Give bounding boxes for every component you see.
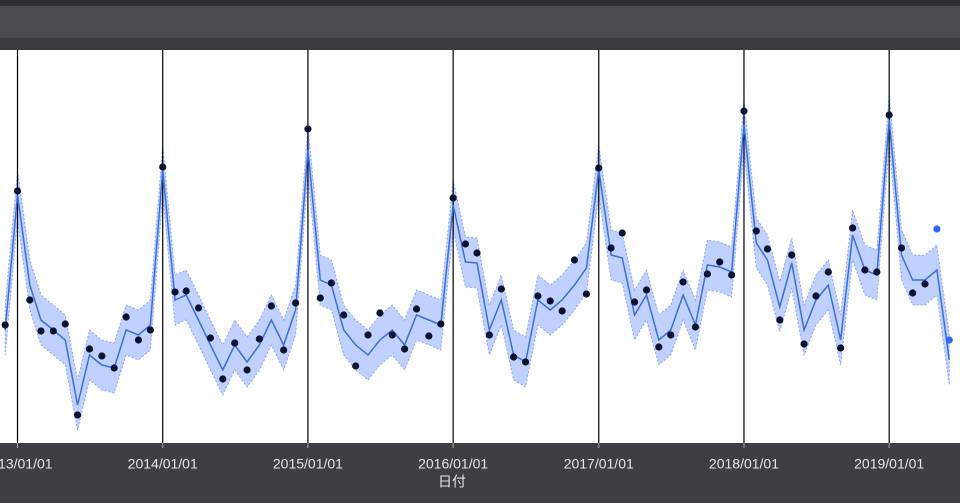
data-point (219, 375, 227, 383)
data-point (255, 335, 263, 343)
data-point (425, 332, 433, 340)
x-tick-label: 2016/01/01 (418, 456, 488, 472)
data-point (752, 227, 760, 235)
data-point (376, 309, 384, 317)
data-point (159, 163, 167, 171)
data-point (122, 313, 130, 321)
data-point (73, 411, 82, 419)
data-point (546, 297, 554, 305)
data-point (85, 345, 94, 353)
x-axis-area (0, 443, 960, 503)
data-point (49, 327, 57, 335)
data-point (316, 294, 324, 302)
data-point (921, 280, 929, 288)
data-point (740, 107, 748, 115)
data-point (558, 307, 566, 315)
data-point (388, 331, 396, 339)
data-point (304, 125, 312, 133)
data-point (291, 299, 300, 307)
data-point (716, 258, 724, 266)
data-point (401, 345, 409, 353)
data-point (37, 327, 45, 335)
data-point (679, 278, 687, 286)
data-point (607, 244, 615, 252)
data-point (231, 339, 239, 347)
data-point (412, 305, 421, 313)
data-point (461, 240, 470, 248)
data-point (848, 224, 857, 232)
data-point (800, 340, 808, 348)
data-point (146, 326, 154, 334)
data-point (897, 244, 906, 252)
data-point (945, 336, 953, 344)
data-point (1, 321, 9, 329)
x-tick-label: 2019/01/01 (854, 456, 924, 472)
data-point (61, 320, 69, 328)
x-tick-label: 2017/01/01 (564, 456, 634, 472)
data-point (110, 364, 118, 372)
data-point (776, 316, 784, 324)
data-point (837, 344, 845, 352)
x-tick-label: 2014/01/01 (128, 456, 198, 472)
toolbar-border (0, 38, 960, 50)
toolbar (0, 6, 960, 38)
data-point (667, 331, 675, 339)
data-point (26, 296, 34, 304)
data-point (182, 287, 190, 295)
data-point (206, 334, 215, 342)
data-point (497, 285, 505, 293)
data-point (194, 304, 203, 312)
data-point (861, 266, 869, 274)
data-point (873, 268, 881, 276)
x-tick-label: 2018/01/01 (709, 456, 779, 472)
data-point (280, 346, 288, 354)
data-point (909, 289, 917, 297)
data-point (485, 331, 493, 339)
data-point (473, 249, 481, 257)
data-point (655, 343, 663, 351)
data-point (352, 362, 360, 370)
data-point (595, 164, 603, 172)
data-point (510, 353, 518, 361)
data-point (327, 279, 336, 287)
data-point (521, 358, 530, 366)
x-tick-label: 2015/01/01 (273, 456, 343, 472)
data-point (618, 229, 626, 237)
x-tick-label: 2013/01/01 (0, 456, 53, 472)
plot-area (0, 50, 960, 443)
x-axis-label: 日付 (438, 474, 466, 490)
data-point (885, 111, 893, 119)
data-point (933, 225, 941, 233)
data-point (763, 245, 772, 253)
data-point (134, 336, 143, 344)
data-point (437, 320, 445, 328)
data-point (340, 311, 348, 319)
data-point (728, 271, 736, 279)
data-point (812, 292, 820, 300)
data-point (449, 194, 457, 202)
data-point (703, 270, 711, 278)
data-point (364, 331, 372, 339)
data-point (630, 298, 639, 306)
data-point (267, 302, 275, 310)
data-point (13, 187, 22, 195)
data-point (642, 286, 651, 294)
data-point (570, 256, 579, 264)
data-point (243, 366, 251, 374)
data-point (824, 268, 832, 276)
data-point (691, 323, 700, 331)
data-point (98, 352, 106, 360)
data-point (171, 288, 179, 296)
data-point (582, 290, 591, 298)
top-edge (0, 0, 960, 6)
data-point (788, 251, 796, 259)
data-point (534, 292, 542, 300)
